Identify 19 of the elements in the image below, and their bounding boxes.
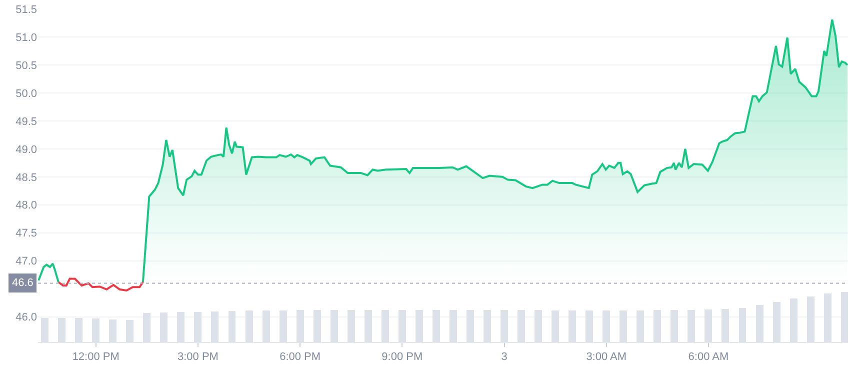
x-tick-label: 12:00 PM [72, 351, 120, 364]
x-tick-label: 6:00 PM [280, 351, 321, 364]
x-tick-label: 3 [501, 351, 508, 364]
x-tick-label: 3:00 AM [586, 351, 627, 364]
y-tick-label: 47.0 [16, 256, 37, 268]
y-tick-label: 49.0 [16, 144, 37, 156]
y-tick-label: 50.5 [16, 60, 37, 72]
y-tick-label: 51.0 [16, 32, 37, 44]
y-tick-label: 51.5 [16, 4, 37, 16]
ref-line-label: 46.6 [12, 277, 34, 289]
y-tick-label: 49.5 [16, 116, 37, 128]
y-tick-label: 50.0 [16, 88, 37, 100]
y-tick-label: 46.0 [16, 312, 37, 324]
x-tick-label: 9:00 PM [382, 351, 423, 364]
y-tick-label: 47.5 [16, 228, 37, 240]
x-tick-label: 3:00 PM [177, 351, 218, 364]
y-tick-label: 48.0 [16, 200, 37, 212]
x-tick-label: 6:00 AM [688, 351, 729, 364]
y-tick-label: 48.5 [16, 172, 37, 184]
